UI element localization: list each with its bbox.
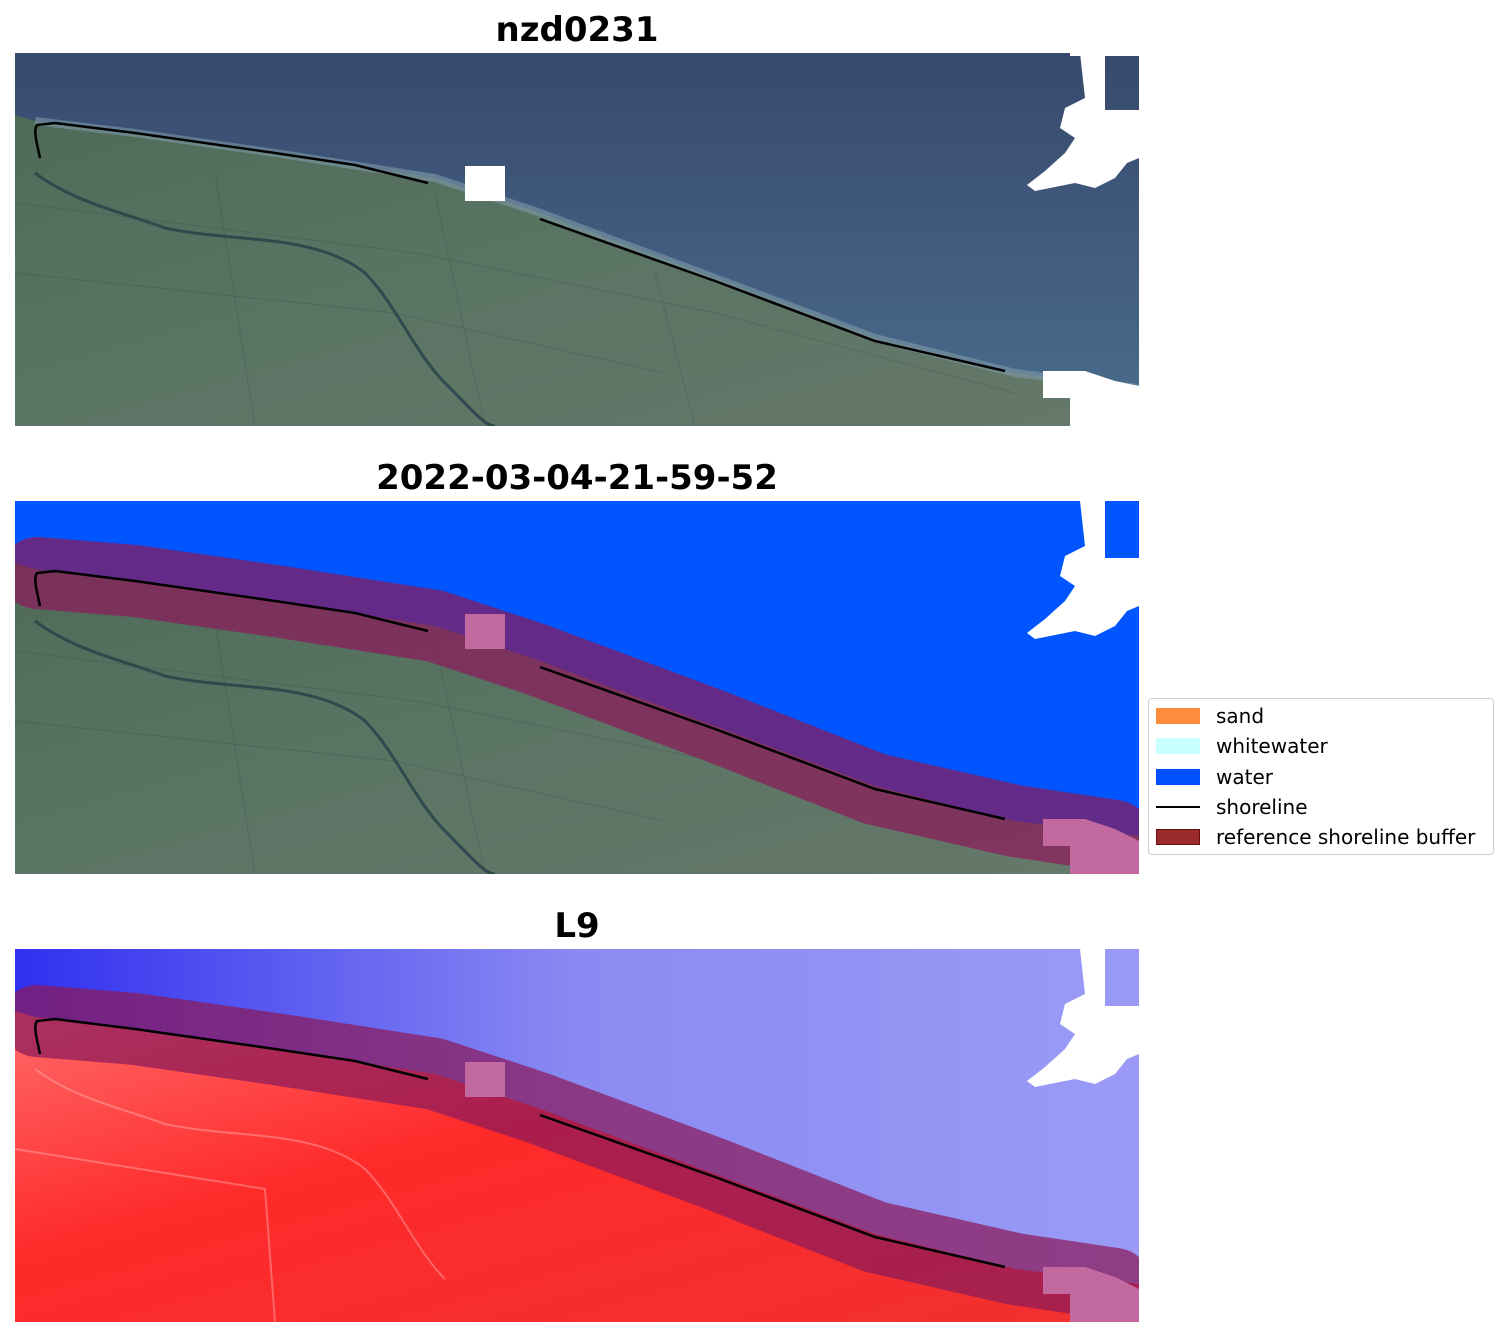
legend-label: sand: [1216, 704, 1265, 728]
legend-item-sand: sand: [1156, 704, 1265, 728]
legend-label: whitewater: [1216, 734, 1328, 758]
panel-title-date: 2022-03-04-21-59-52: [376, 458, 778, 498]
shoreline-segment-1: [34, 1017, 429, 1081]
river: [34, 171, 496, 426]
water-swatch: [1156, 769, 1200, 785]
shoreline-segment-2: [539, 217, 1006, 373]
classification-panel: [15, 501, 1139, 874]
river: [34, 619, 496, 874]
cloud-patch: [1043, 819, 1139, 874]
cloud-patch: [1027, 949, 1139, 1087]
legend-label: shoreline: [1216, 795, 1308, 819]
sand-swatch: [1156, 708, 1200, 724]
cloud-patch: [1043, 371, 1139, 426]
shoreline-segment-2: [539, 665, 1006, 821]
cloud-patch: [465, 1062, 505, 1097]
panel-title-rgb: nzd0231: [495, 10, 659, 50]
shoreline-segment-1: [34, 569, 429, 633]
index-texture: [15, 1068, 446, 1322]
legend-label: water: [1216, 765, 1273, 789]
shoreline-swatch: [1156, 806, 1200, 808]
index-panel: [15, 949, 1139, 1322]
land-area: [15, 115, 1139, 426]
legend-item-buffer: reference shoreline buffer: [1156, 825, 1476, 849]
legend-item-whitewater: whitewater: [1156, 734, 1328, 758]
whitewater-swatch: [1156, 738, 1200, 754]
shoreline-segment-2: [539, 1113, 1006, 1269]
cloud-patch: [1043, 1267, 1139, 1322]
cloud-patch: [465, 166, 505, 201]
legend-item-shoreline: shoreline: [1156, 795, 1308, 819]
shoreline-segment-1: [34, 121, 429, 185]
cloud-patch: [1027, 501, 1139, 639]
cloud-patch: [1027, 53, 1139, 191]
buffer-swatch: [1156, 829, 1200, 845]
cloud-patch: [465, 614, 505, 649]
panel-title-satellite: L9: [554, 906, 600, 946]
rgb-image-panel: [15, 53, 1139, 426]
legend-item-water: water: [1156, 765, 1273, 789]
legend-label: reference shoreline buffer: [1216, 825, 1476, 849]
legend: sand whitewater water shoreline referenc…: [1148, 698, 1494, 855]
